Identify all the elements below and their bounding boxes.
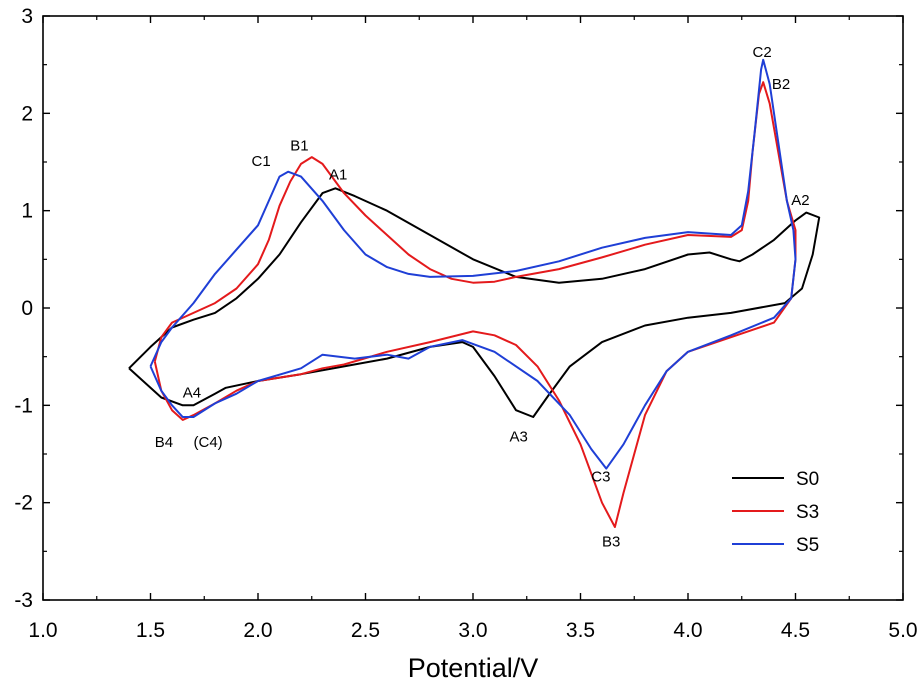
- y-tick-label: -1: [14, 394, 33, 417]
- legend-label-s3: S3: [796, 502, 819, 523]
- legend-label-s0: S0: [796, 469, 819, 490]
- peak-label: A1: [329, 167, 347, 184]
- curve-s0: [128, 187, 821, 418]
- peak-label: C2: [753, 44, 772, 61]
- x-tick-label: 2.5: [351, 619, 380, 642]
- peak-label: B4: [155, 434, 173, 451]
- peak-label: B3: [602, 533, 620, 550]
- plot-frame: [42, 15, 904, 601]
- x-tick-label: 1.0: [28, 619, 57, 642]
- peak-label: A3: [510, 428, 528, 445]
- y-tick-label: -2: [14, 492, 33, 515]
- curve-s3: [153, 81, 797, 528]
- peak-label: A2: [791, 192, 809, 209]
- x-tick-label: 1.5: [136, 619, 165, 642]
- y-tick-label: -3: [14, 589, 33, 612]
- y-tick-label: 3: [21, 5, 33, 28]
- y-tick-label: 2: [21, 102, 33, 125]
- peak-label: B2: [772, 76, 790, 93]
- x-tick-label: 3.0: [458, 619, 487, 642]
- y-tick-label: 1: [21, 200, 33, 223]
- x-axis-title: Potential/V: [408, 653, 539, 683]
- curve-s5: [149, 58, 797, 470]
- x-tick-label: 4.5: [781, 619, 810, 642]
- x-tick-label: 3.5: [566, 619, 595, 642]
- peak-label: A4: [183, 385, 201, 402]
- legend: S0 S3 S5: [732, 469, 819, 556]
- x-tick-label: 4.0: [673, 619, 702, 642]
- x-tick-label: 2.0: [243, 619, 272, 642]
- plot-area: [42, 15, 904, 601]
- axes-group: 1.0 1.5 2.0 2.5 3.0 3.5 4.0 4.5 5.0 -3 -2 -1 0 1 2 3: [14, 5, 917, 642]
- peak-label: C3: [591, 468, 610, 485]
- legend-label-s5: S5: [796, 535, 819, 556]
- peak-label: B1: [290, 137, 308, 154]
- y-tick-label: 0: [21, 297, 33, 320]
- x-tick-label: 5.0: [888, 619, 917, 642]
- peak-label: C1: [252, 153, 271, 170]
- peak-label: (C4): [194, 434, 223, 451]
- curves-group: [128, 58, 821, 528]
